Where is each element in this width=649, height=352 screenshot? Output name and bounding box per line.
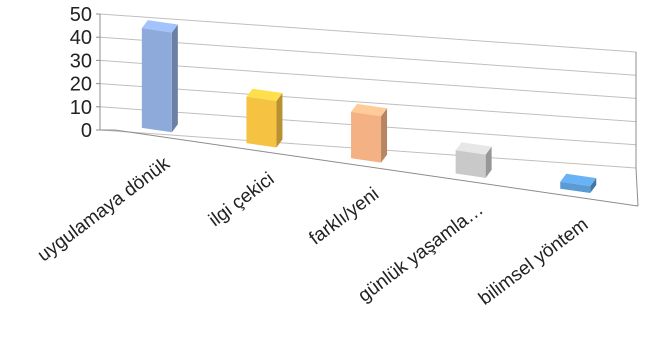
bar xyxy=(246,88,283,148)
gridline xyxy=(99,83,637,123)
y-tick-label: 0 xyxy=(81,120,92,142)
x-tick-label: günlük yaşamla… xyxy=(354,199,487,307)
gridline xyxy=(99,36,637,76)
x-tick-label: ilgi çekici xyxy=(205,169,278,232)
bar-top xyxy=(560,173,597,187)
bar-front xyxy=(246,96,277,148)
gridline xyxy=(99,59,637,99)
y-tick-label: 10 xyxy=(70,97,92,119)
bar-top xyxy=(351,103,388,117)
bar-side xyxy=(276,93,283,148)
axes xyxy=(99,14,639,207)
bar-side xyxy=(171,24,178,133)
x-tick-label: bilimsel yöntem xyxy=(475,214,592,310)
bar-top xyxy=(455,142,492,155)
y-tick-label: 30 xyxy=(70,50,92,72)
bar-front xyxy=(455,150,486,178)
x-tick-label: uygulamaya dönük xyxy=(34,153,174,266)
bar xyxy=(455,142,492,178)
bar xyxy=(351,103,388,163)
y-tick-label: 20 xyxy=(70,74,92,96)
bar-side xyxy=(590,178,597,194)
bars xyxy=(141,20,597,194)
bar xyxy=(141,20,178,133)
x-axis-labels: uygulamaya dönük ilgi çekici farklı/yenigü… xyxy=(34,153,592,310)
floor-right-edge xyxy=(635,167,639,207)
bar-side xyxy=(381,108,388,163)
bar-top xyxy=(246,88,283,102)
gridlines xyxy=(99,13,637,169)
bar-front xyxy=(351,111,382,163)
bar-side xyxy=(485,146,492,178)
gridline xyxy=(99,13,637,53)
bar-front xyxy=(560,181,591,194)
bar xyxy=(560,173,597,194)
y-tick-label: 50 xyxy=(70,4,92,26)
bar-front xyxy=(141,28,172,133)
bar-top xyxy=(141,20,178,33)
x-axis-line xyxy=(114,129,639,207)
x-tick-label: farklı/yeni xyxy=(305,184,383,250)
y-tick-label: 40 xyxy=(70,27,92,49)
